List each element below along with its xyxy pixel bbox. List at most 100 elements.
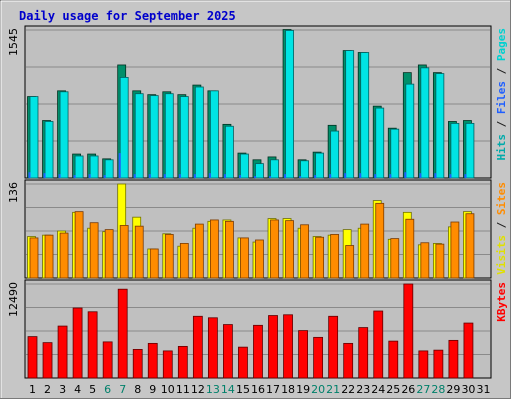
day-label: 1 (29, 383, 36, 396)
bar-sites (44, 234, 54, 279)
bar-sites (405, 218, 415, 279)
bar-pages (103, 175, 106, 178)
bar-sites (420, 242, 430, 279)
bar-kbytes (192, 315, 203, 379)
bar-hits (390, 128, 400, 179)
bar-hits (59, 91, 69, 179)
bar-hits (104, 159, 114, 179)
bar-kbytes (403, 283, 414, 379)
bar-sites (285, 220, 294, 279)
bar-pages (374, 174, 377, 178)
panel-legend: KBytes (495, 282, 508, 322)
day-label: 6 (104, 383, 111, 396)
day-label: 22 (341, 383, 355, 396)
bar-pages (299, 176, 302, 178)
bar-pages (73, 175, 76, 178)
bar-kbytes (57, 325, 68, 379)
bar-sites (240, 237, 249, 279)
bar-sites (435, 243, 445, 279)
day-label: 16 (251, 383, 265, 396)
bar-pages (253, 176, 256, 178)
bar-sites (330, 234, 340, 279)
legend-entry: / (495, 215, 508, 235)
visits-panel: 136 Visits / Sites (7, 179, 508, 279)
day-label: 17 (266, 383, 280, 396)
panel-legend: Hits / Files / Pages (495, 28, 508, 161)
day-label: 15 (236, 383, 250, 396)
bar-sites (450, 221, 460, 279)
day-label: 10 (161, 383, 175, 396)
bar-sites (345, 245, 355, 279)
day-label: 3 (59, 383, 66, 396)
bar-sites (270, 219, 279, 279)
legend-entry: Sites (495, 182, 508, 215)
bar-hits (44, 121, 54, 179)
bar-pages (163, 174, 166, 178)
bar-pages (28, 172, 31, 178)
bar-kbytes (177, 345, 188, 379)
bar-hits (420, 67, 430, 179)
y-max-label: 12490 (7, 282, 20, 317)
bar-kbytes (283, 314, 293, 379)
bar-sites (89, 222, 99, 279)
bar-pages (58, 174, 61, 178)
bar-sites (74, 211, 84, 279)
bar-hits (179, 96, 189, 179)
bar-pages (148, 174, 151, 178)
bar-kbytes (343, 342, 354, 379)
bar-pages (118, 153, 121, 178)
bar-hits (435, 73, 445, 179)
bar-pages (419, 173, 422, 178)
bar-pages (208, 173, 211, 178)
day-label: 5 (89, 383, 96, 396)
bar-hits (270, 159, 279, 179)
bar-hits (285, 30, 294, 179)
day-label: 27 (416, 383, 430, 396)
day-label: 8 (134, 383, 141, 396)
day-label: 30 (461, 383, 475, 396)
y-max-label: 1545 (7, 28, 20, 56)
bar-pages (223, 174, 226, 178)
bar-kbytes (102, 341, 113, 379)
bar-kbytes (328, 315, 339, 379)
bar-hits (345, 50, 355, 179)
legend-entry: Files (495, 81, 508, 114)
bar-hits (300, 160, 309, 179)
bar-kbytes (373, 310, 384, 379)
bar-hits (315, 152, 325, 179)
bar-kbytes (42, 342, 53, 379)
day-label: 25 (386, 383, 400, 396)
bar-kbytes (268, 315, 278, 379)
day-label: 7 (119, 383, 126, 396)
bar-kbytes (253, 324, 263, 379)
bar-hits (225, 125, 234, 179)
bar-sites (225, 220, 234, 279)
bar-pages (314, 175, 317, 178)
bar-sites (149, 248, 159, 279)
bar-hits (209, 90, 219, 179)
day-label: 14 (221, 383, 235, 396)
bar-kbytes (147, 342, 158, 379)
bar-kbytes (87, 311, 98, 379)
bar-sites (465, 213, 475, 279)
bar-sites (300, 224, 309, 279)
bar-hits (29, 96, 39, 179)
chart-title: Daily usage for September 2025 (19, 9, 236, 23)
day-label: 24 (371, 383, 385, 396)
hits-panel: 1545 Hits / Files / Pages (7, 25, 508, 179)
y-max-label: 136 (7, 182, 20, 203)
bar-hits (134, 93, 144, 179)
bar-kbytes (358, 327, 369, 379)
panel-legend: Visits / Sites (495, 182, 508, 275)
bars (27, 283, 474, 379)
legend-entry: KBytes (495, 282, 508, 322)
bar-pages (43, 173, 46, 178)
bar-sites (255, 239, 264, 279)
bar-sites (375, 202, 385, 279)
bar-pages (359, 173, 362, 178)
bar-hits (164, 93, 174, 179)
bar-pages (449, 174, 452, 178)
bar-kbytes (463, 322, 474, 379)
bar-sites (194, 223, 204, 279)
